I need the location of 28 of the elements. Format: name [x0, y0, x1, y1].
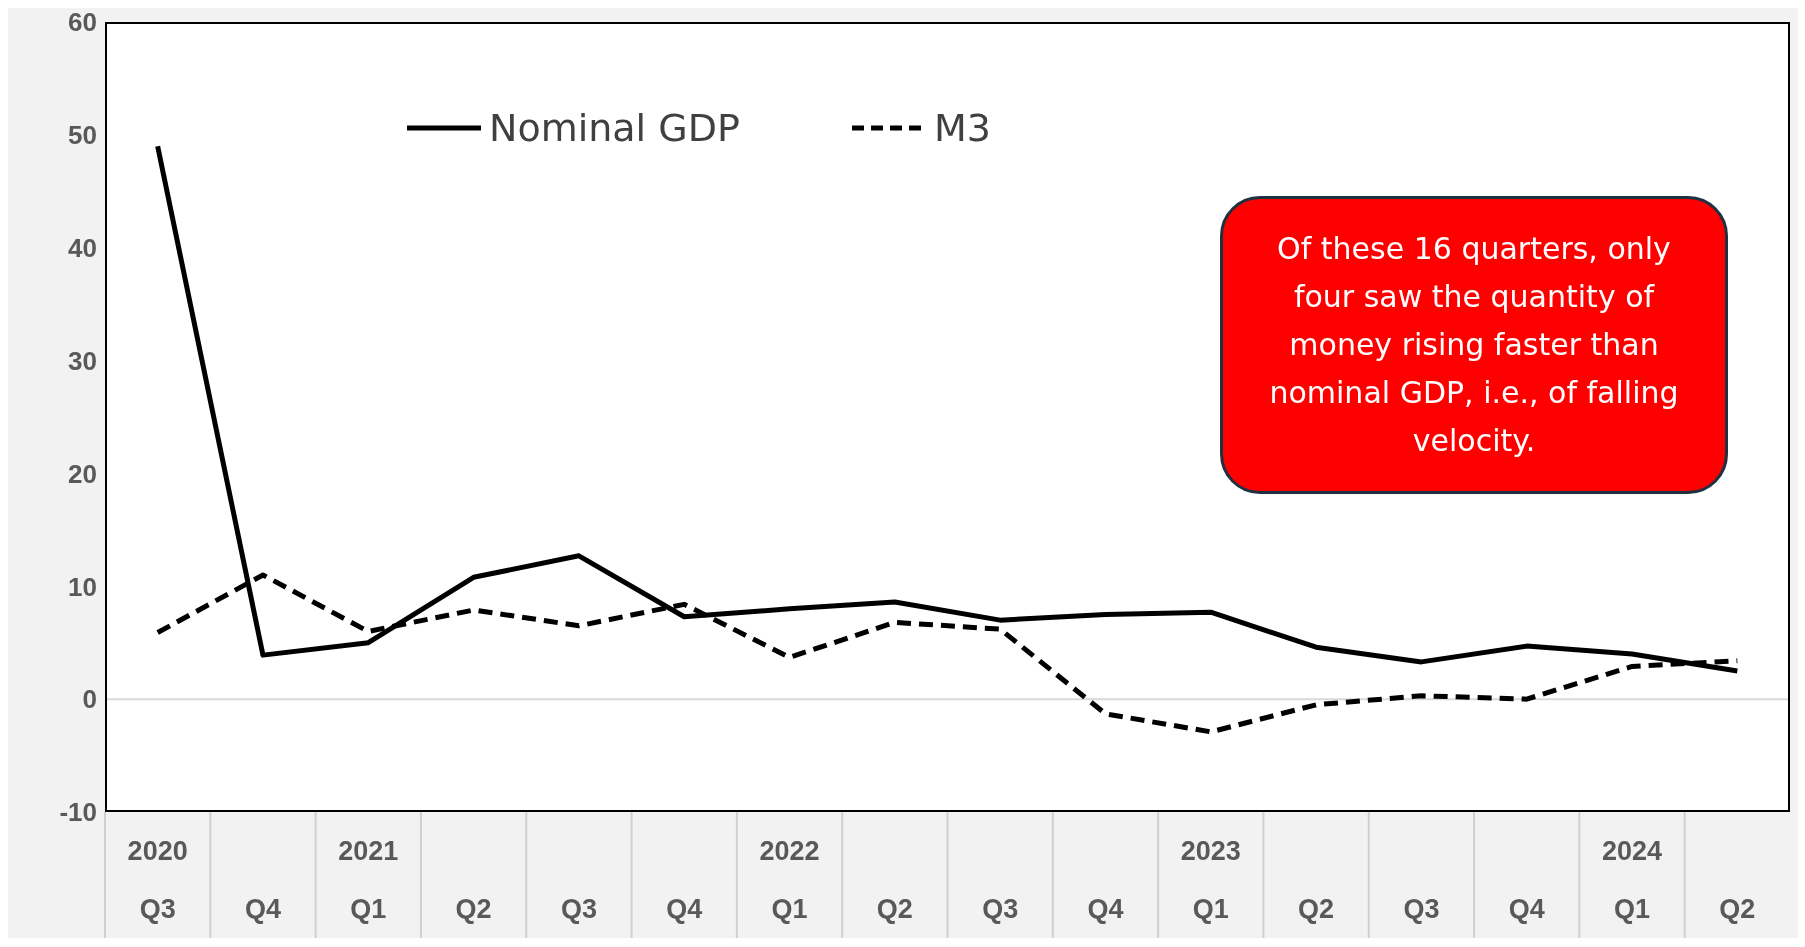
y-tick-label: -10 [59, 797, 97, 828]
x-tick-label: Q4 [1508, 894, 1545, 924]
legend-label: M3 [933, 106, 991, 150]
x-tick-label: 2021 Q1 [338, 836, 399, 924]
x-tick-label: Q2 [1298, 894, 1335, 924]
x-tick-label: Q4 [666, 894, 703, 924]
y-tick-label: 20 [68, 458, 97, 489]
y-tick-label: 10 [68, 571, 97, 602]
x-tick-label: Q2 [876, 894, 913, 924]
annotation: Of these 16 quarters, only four saw the quantity of money rising faster than nominal GDP, i.e., of falling velocity. [1268, 230, 1680, 460]
x-tick-label: 2024 Q1 [1601, 836, 1663, 924]
y-tick-label: 60 [68, 7, 97, 38]
x-tick-label: Q3 [560, 894, 597, 924]
callout-box: Of these 16 quarters, only four saw the quantity of money rising faster than nominal GDP, i.e., of falling velocity. [1220, 196, 1728, 494]
x-tick-label: 2022 Q1 [759, 836, 820, 924]
y-tick-label: 50 [68, 120, 97, 151]
x-tick-label: Q2 [455, 894, 492, 924]
y-tick-label: 40 [68, 232, 97, 263]
y-tick-label: 30 [68, 345, 97, 376]
legend-label: Nominal GDP [489, 106, 740, 150]
x-tick-label: Q3 [982, 894, 1019, 924]
x-tick-label: Q4 [244, 894, 281, 924]
x-tick-label: 2020 Q3 [127, 836, 188, 924]
x-tick-label: Q4 [1087, 894, 1124, 924]
y-tick-label: 0 [82, 684, 97, 715]
x-tick-label: Q2 [1719, 894, 1756, 924]
x-tick-label: Q3 [1403, 894, 1440, 924]
x-tick-label: 2023 Q1 [1180, 836, 1241, 924]
